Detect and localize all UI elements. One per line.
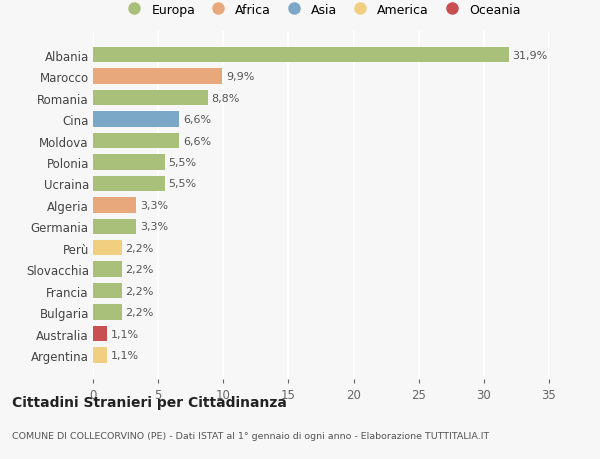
Bar (93, 219, 136, 235)
Text: 2,2%: 2,2% (125, 308, 154, 318)
Bar (93, 48, 509, 63)
Text: 1,1%: 1,1% (111, 350, 139, 360)
Text: 2,2%: 2,2% (125, 243, 154, 253)
Bar (93, 283, 122, 299)
Text: 5,5%: 5,5% (169, 157, 197, 168)
Bar (93, 305, 122, 320)
Text: 8,8%: 8,8% (212, 93, 240, 103)
Text: 3,3%: 3,3% (140, 222, 168, 232)
Bar (93, 262, 122, 277)
Text: 9,9%: 9,9% (226, 72, 254, 82)
Text: 5,5%: 5,5% (169, 179, 197, 189)
Bar (93, 176, 164, 192)
Text: 2,2%: 2,2% (125, 265, 154, 274)
Bar (93, 326, 107, 341)
Text: 6,6%: 6,6% (183, 115, 211, 125)
Text: 3,3%: 3,3% (140, 201, 168, 210)
Bar (93, 112, 179, 128)
Bar (93, 155, 164, 170)
Bar (93, 134, 179, 149)
Text: 2,2%: 2,2% (125, 286, 154, 296)
Bar (93, 347, 107, 363)
Text: COMUNE DI COLLECORVINO (PE) - Dati ISTAT al 1° gennaio di ogni anno - Elaborazio: COMUNE DI COLLECORVINO (PE) - Dati ISTAT… (12, 431, 489, 440)
Bar (93, 91, 208, 106)
Text: Cittadini Stranieri per Cittadinanza: Cittadini Stranieri per Cittadinanza (12, 395, 287, 409)
Bar (93, 69, 222, 85)
Text: 31,9%: 31,9% (512, 50, 548, 61)
Bar (93, 198, 136, 213)
Bar (93, 241, 122, 256)
Text: 1,1%: 1,1% (111, 329, 139, 339)
Text: 6,6%: 6,6% (183, 136, 211, 146)
Legend: Europa, Africa, Asia, America, Oceania: Europa, Africa, Asia, America, Oceania (119, 1, 523, 19)
